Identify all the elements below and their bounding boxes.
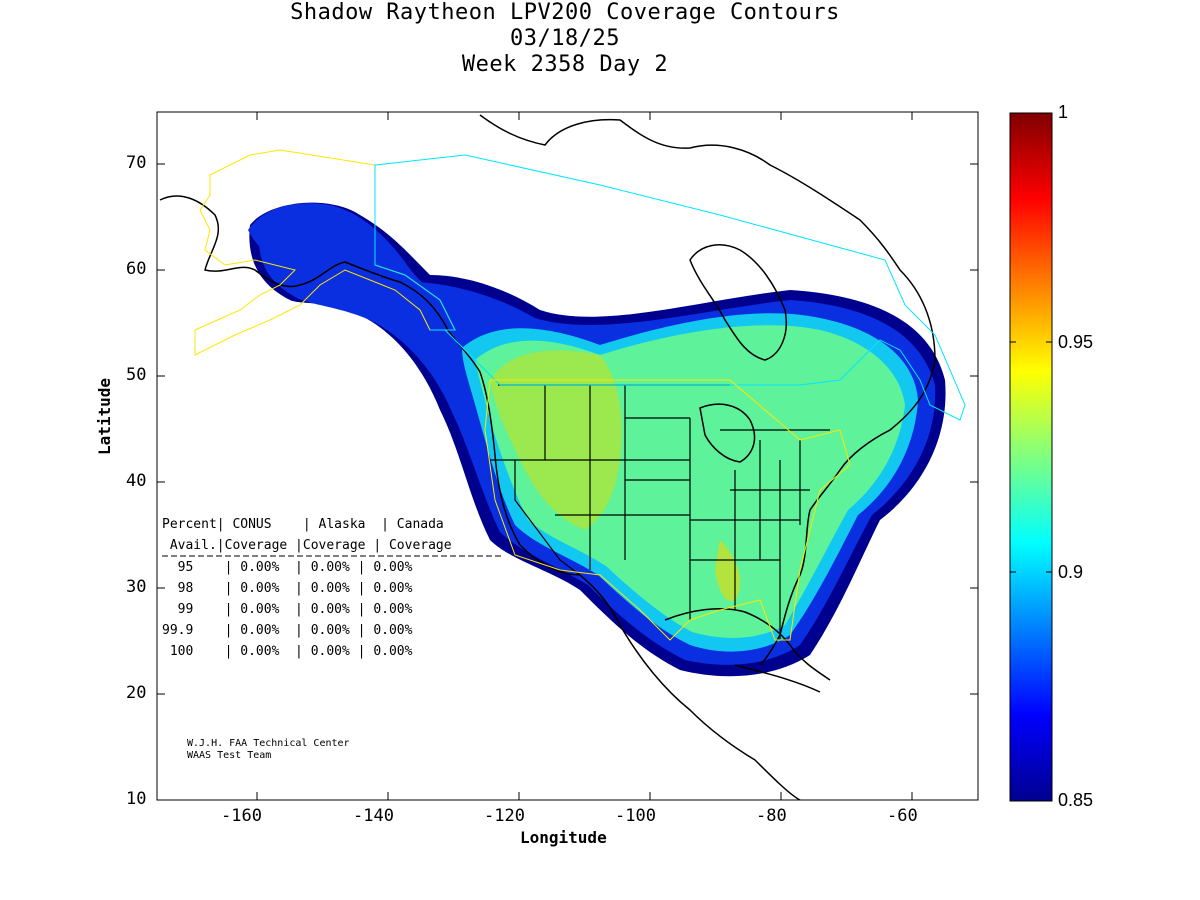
y-tick-label: 40: [126, 471, 147, 491]
credit-line-1: W.J.H. FAA Technical Center: [187, 738, 350, 749]
colorbar-label: 0.85: [1058, 790, 1094, 810]
axis-ticks: [157, 112, 978, 800]
colorbar-label: 1: [1058, 102, 1069, 122]
y-axis-label: Latitude: [95, 377, 114, 455]
coverage-high-area: [490, 350, 622, 530]
table-row: 100 | 0.00% | 0.00% | 0.00%: [162, 644, 413, 659]
x-axis-label: Longitude: [520, 828, 607, 847]
credit-line-2: WAAS Test Team: [187, 750, 272, 761]
table-header-1: Percent| CONUS | Alaska | Canada: [162, 517, 444, 532]
table-row: 95 | 0.00% | 0.00% | 0.00%: [162, 560, 413, 575]
chart-week-day: Week 2358 Day 2: [461, 52, 669, 77]
colorbar-ticks: [1010, 341, 1052, 573]
colorbar-label: 0.9: [1058, 562, 1084, 582]
x-tick-label: -120: [484, 806, 525, 826]
conus-boundary: [484, 379, 851, 641]
y-tick-label: 20: [126, 683, 147, 703]
y-tick-label: 30: [126, 577, 147, 597]
colorbar: [1009, 112, 1053, 802]
x-tick-label: -140: [353, 806, 394, 826]
y-tick-label: 10: [126, 789, 147, 809]
table-row: 98 | 0.00% | 0.00% | 0.00%: [162, 581, 413, 596]
chart-date: 03/18/25: [510, 26, 620, 51]
y-tick-label: 50: [126, 365, 147, 385]
canada-boundary: [374, 154, 966, 421]
chart-title: Shadow Raytheon LPV200 Coverage Contours: [290, 0, 840, 25]
table-row: 99.9 | 0.00% | 0.00% | 0.00%: [162, 623, 413, 638]
x-tick-label: -60: [887, 806, 918, 826]
x-tick-label: -100: [615, 806, 656, 826]
table-header-2: Avail.|Coverage |Coverage | Coverage: [162, 538, 452, 553]
y-tick-label: 60: [126, 259, 147, 279]
x-tick-label: -160: [221, 806, 262, 826]
y-tick-label: 70: [126, 153, 147, 173]
coverage-high-gulf: [715, 540, 740, 601]
table-row: 99 | 0.00% | 0.00% | 0.00%: [162, 602, 413, 617]
colorbar-label: 0.95: [1058, 332, 1094, 352]
x-tick-label: -80: [756, 806, 787, 826]
